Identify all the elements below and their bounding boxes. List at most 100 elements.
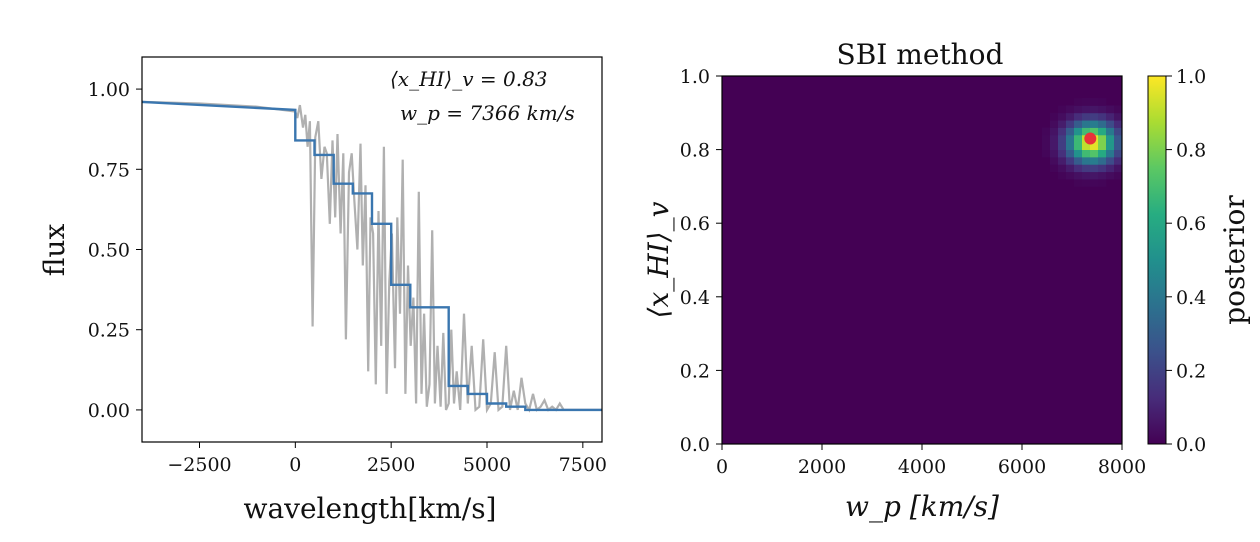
heatmap-cell [1074,149,1083,158]
heatmap-cell [1074,120,1083,128]
heatmap-cell [1082,179,1091,187]
heatmap-cell [1098,179,1107,187]
left-y-tick-label: 0.00 [88,400,130,422]
heatmap-cell [1050,127,1059,136]
heatmap-cell [1050,134,1059,143]
colorbar-tick-label: 1.0 [1176,66,1206,88]
heatmap-cell [1098,171,1107,180]
right-x-tick-label: 8000 [1098,456,1146,478]
heatmap-cell [1090,149,1099,158]
heatmap-cell [1098,105,1107,114]
heatmap-cell [1090,98,1099,106]
heatmap-cell [1074,171,1083,180]
heatmap-cell [1082,156,1091,165]
heatmap-cell [1098,156,1107,165]
right-y-tick-label: 0.0 [680,434,710,456]
heatmap-cell [1042,127,1051,136]
heatmap-cell [1074,156,1083,165]
heatmap-cell [1066,171,1075,180]
right-x-tick-label: 0 [716,456,728,478]
annotation-xhi: ⟨x_HI⟩_v = 0.83 [390,67,548,91]
right-y-tick-label: 0.6 [680,213,710,235]
heatmap-cell [1082,164,1091,173]
heatmap-cell [1114,171,1122,180]
colorbar [1147,75,1167,445]
colorbar-tick-label: 0.4 [1176,287,1206,309]
colorbar-tick-label: 0.2 [1176,360,1206,382]
heatmap-cell [1098,127,1107,136]
heatmap-cell [1058,120,1067,128]
heatmap-cell [1050,156,1059,165]
heatmap-cell [1114,127,1122,136]
heatmap-cell [1066,164,1075,173]
heatmap-cell [1082,98,1091,106]
heatmap-cell [1042,134,1051,143]
heatmap-cell [1114,105,1122,114]
heatmap-cell [1058,149,1067,158]
right-y-tick-label: 1.0 [680,66,710,88]
heatmap-cell [1050,120,1059,128]
left-y-tick-label: 0.50 [88,240,130,262]
heatmap-cell [1098,98,1107,106]
heatmap-cell [1042,149,1051,158]
heatmap-cell [1066,134,1075,143]
heatmap-cell [1074,112,1083,121]
left-y-axis-label: flux [38,224,71,277]
heatmap-cell [1082,120,1091,128]
colorbar-tick-label: 0.8 [1176,140,1206,162]
heatmap-cell [1058,112,1067,121]
heatmap-cell [1114,164,1122,173]
flux-line-binned [142,100,602,412]
left-x-axis-label: wavelength[km/s] [244,492,497,525]
heatmap-cell [1066,105,1075,114]
heatmap-cell [1058,156,1067,165]
heatmap-cell [1114,120,1122,128]
colorbar-label: posterior [1218,195,1251,325]
heatmap-cell [1114,142,1122,150]
right-x-tick-label: 6000 [998,456,1046,478]
heatmap-cell [1058,171,1067,180]
heatmap-cell [1106,134,1115,143]
heatmap-cell [1090,120,1099,128]
right-y-tick-label: 0.4 [680,287,710,309]
heatmap-cell [1082,112,1091,121]
heatmap-cell [1106,156,1115,165]
right-y-tick-label: 0.8 [680,140,710,162]
right-y-axis-label: ⟨x_HI⟩_v [642,201,675,318]
heatmap-cell [1066,149,1075,158]
heatmap-cell [1106,112,1115,121]
heatmap-cell [1066,120,1075,128]
heatmap-cell [1050,164,1059,173]
right-x-axis-label: w_p [km/s] [845,490,999,523]
right-chart-title: SBI method [837,38,1004,71]
right-y-tick-label: 0.2 [680,360,710,382]
heatmap-cell [1098,134,1107,143]
heatmap-cell [1074,98,1083,106]
heatmap-cell [1074,134,1083,143]
heatmap-cell [1090,164,1099,173]
heatmap-cell [1106,120,1115,128]
left-x-tick-label: 7500 [559,454,607,476]
heatmap-cell [1050,149,1059,158]
left-plot-frame-bg [142,57,602,442]
heatmap-cell [1106,105,1115,114]
heatmap-cell [1098,142,1107,150]
annotation-wp: w_p = 7366 km/s [400,101,575,125]
heatmap-cell [1098,112,1107,121]
left-x-tick-label: 5000 [463,454,511,476]
heatmap-cell [1114,134,1122,143]
truth-point-marker [1084,132,1097,145]
heatmap-cell [1082,149,1091,158]
heatmap-cell [1058,142,1067,150]
heatmap-cell [1066,112,1075,121]
right-x-tick-label: 2000 [798,456,846,478]
right-panel: SBI method 0 2000 4000 6000 8000 0.0 0.2 0.4 0.… [642,38,1251,523]
heatmap-cell [1106,142,1115,150]
heatmap-cell [1074,164,1083,173]
heatmap-cell [1082,171,1091,180]
heatmap-cell [1066,156,1075,165]
left-x-tick-label: −2500 [167,454,231,476]
heatmap-cell [1090,179,1099,187]
heatmap-cell [1050,112,1059,121]
heatmap-cell [1074,142,1083,150]
